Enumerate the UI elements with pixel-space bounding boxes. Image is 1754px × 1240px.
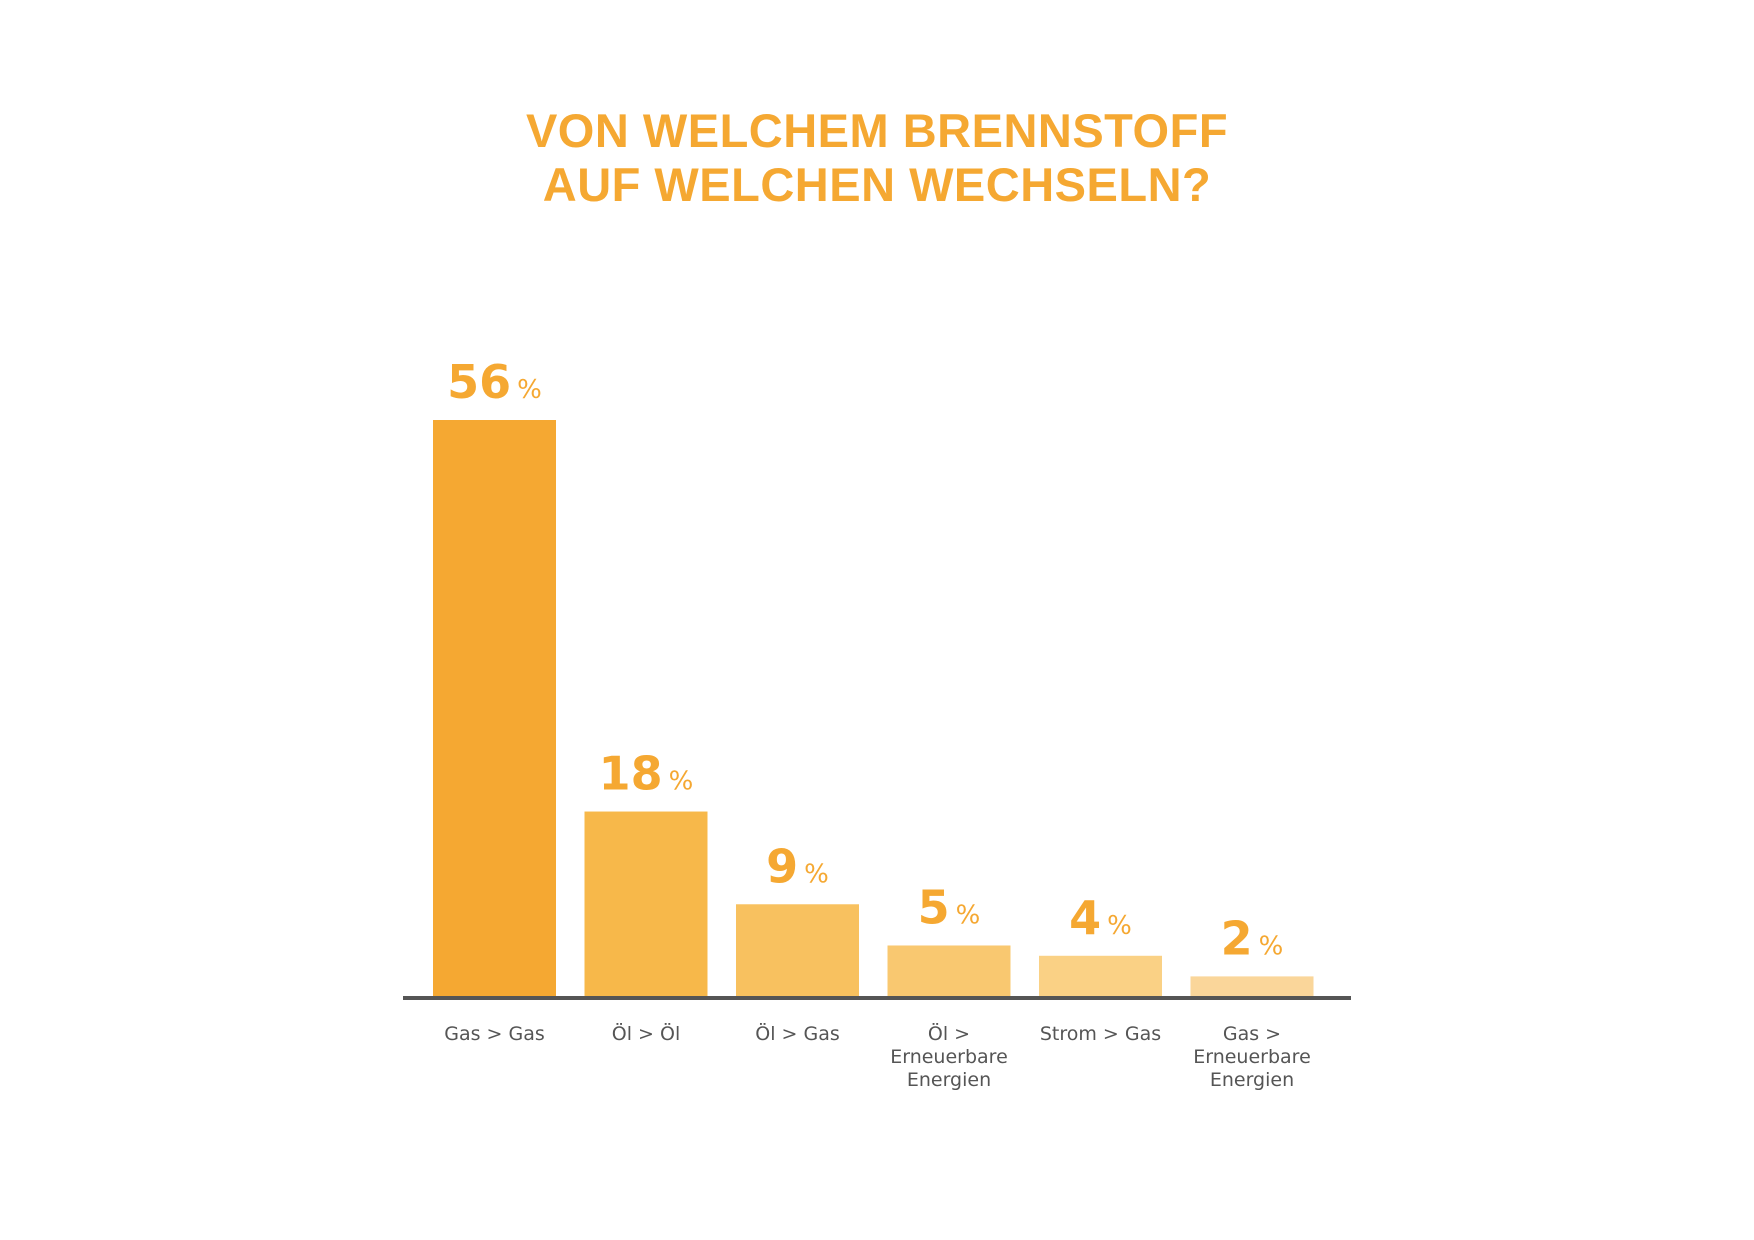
category-label-line: Öl > Gas bbox=[755, 1022, 840, 1045]
value-label-3: 5% bbox=[918, 880, 981, 934]
value-number: 56 bbox=[447, 355, 511, 409]
category-label-5: Gas > Erneuerbare Energien bbox=[1193, 1023, 1311, 1091]
value-label-5: 2% bbox=[1221, 911, 1284, 965]
bars-group bbox=[433, 420, 1314, 997]
bar-3 bbox=[887, 945, 1011, 997]
value-number: 5 bbox=[918, 880, 950, 934]
category-label-2: Öl > Gas bbox=[755, 1022, 840, 1045]
value-label-2: 9% bbox=[766, 839, 829, 893]
value-unit: % bbox=[517, 375, 542, 405]
value-label-4: 4% bbox=[1069, 891, 1132, 945]
chart-title-line-2: AUF WELCHEN WECHSELN? bbox=[542, 158, 1212, 211]
category-label-line: Erneuerbare bbox=[1193, 1046, 1311, 1068]
bar-0 bbox=[433, 420, 556, 997]
value-unit: % bbox=[956, 900, 981, 930]
value-unit: % bbox=[1107, 911, 1132, 941]
chart-title-line-1: VON WELCHEM BRENNSTOFF bbox=[525, 104, 1229, 157]
bar-1 bbox=[584, 811, 708, 997]
value-unit: % bbox=[669, 767, 694, 797]
value-number: 2 bbox=[1221, 911, 1253, 965]
category-label-line: Energien bbox=[907, 1069, 991, 1091]
category-label-4: Strom > Gas bbox=[1040, 1023, 1161, 1045]
value-unit: % bbox=[804, 859, 829, 889]
category-label-line: Öl > bbox=[928, 1022, 970, 1045]
chart-title: VON WELCHEM BRENNSTOFF AUF WELCHEN WECHS… bbox=[0, 104, 1754, 212]
category-label-1: Öl > Öl bbox=[612, 1022, 680, 1045]
value-number: 4 bbox=[1069, 891, 1101, 945]
category-label-line: Öl > Öl bbox=[612, 1022, 680, 1045]
value-number: 18 bbox=[599, 747, 663, 801]
category-label-line: Gas > bbox=[1223, 1023, 1281, 1045]
bar-4 bbox=[1039, 955, 1162, 997]
value-labels-group: 56 %18 %9 %5% 4% 2% bbox=[447, 355, 1283, 965]
bar-2 bbox=[736, 904, 859, 997]
category-label-line: Gas > Gas bbox=[444, 1023, 545, 1045]
category-labels-group: Gas > Gas Öl > Öl Öl > Gas Öl > Erneuerbare E… bbox=[444, 1022, 1311, 1091]
value-label-0: 56% bbox=[447, 355, 542, 409]
category-label-line: Erneuerbare bbox=[890, 1046, 1008, 1068]
category-label-line: Energien bbox=[1210, 1069, 1294, 1091]
bar-5 bbox=[1190, 976, 1314, 997]
category-label-line: Strom > Gas bbox=[1040, 1023, 1161, 1045]
value-number: 9 bbox=[766, 839, 798, 893]
value-label-1: 18% bbox=[599, 747, 694, 801]
value-unit: % bbox=[1259, 931, 1284, 961]
category-label-0: Gas > Gas bbox=[444, 1023, 545, 1045]
category-label-3: Öl > Erneuerbare Energien bbox=[890, 1022, 1008, 1091]
